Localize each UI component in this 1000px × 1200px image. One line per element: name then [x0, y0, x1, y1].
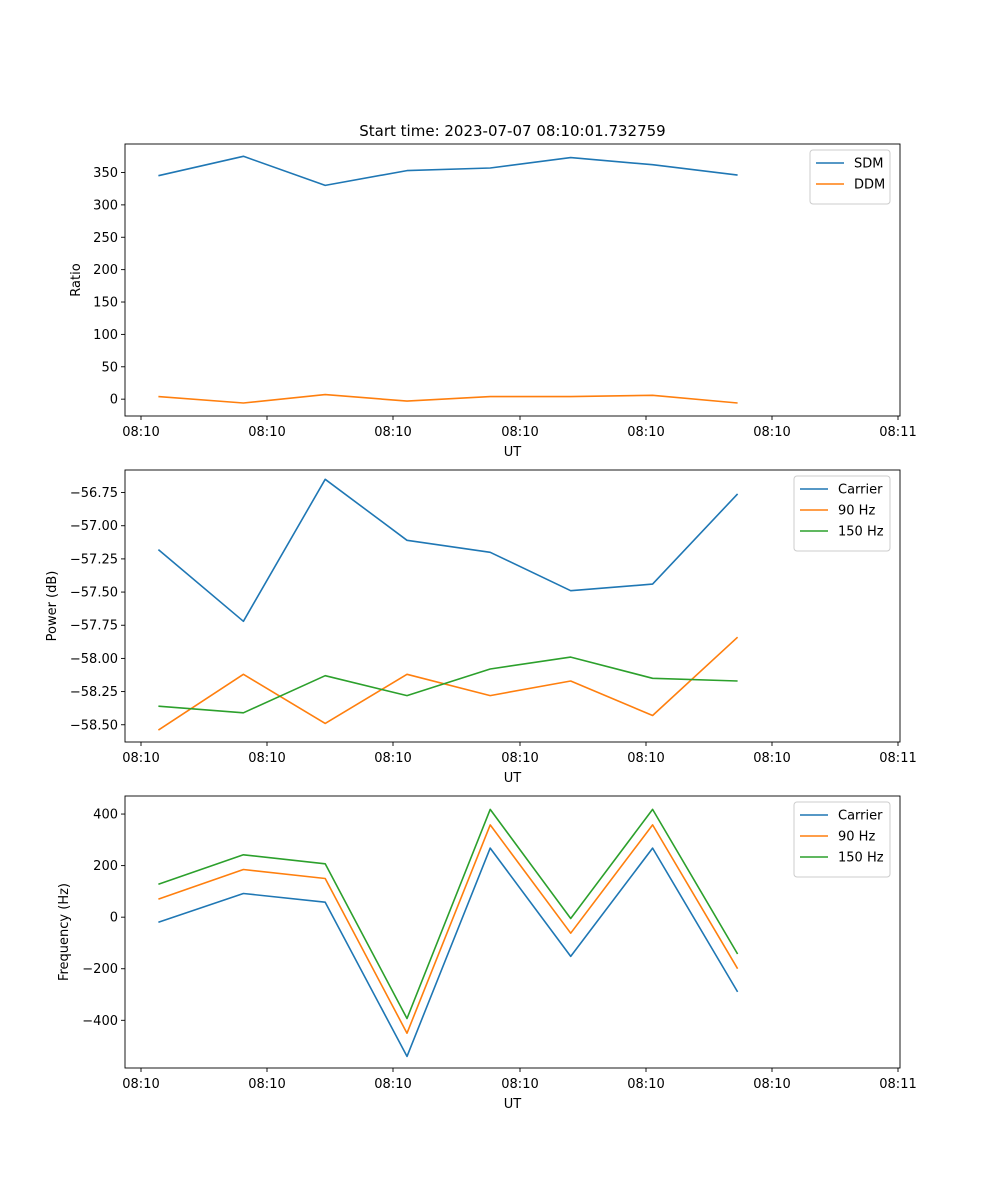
x-axis-label: UT: [504, 771, 522, 786]
x-tick-label: 08:10: [374, 1077, 411, 1092]
x-tick-label: 08:10: [122, 751, 159, 766]
series-line-sdm: [158, 155, 738, 187]
legend-label: 150 Hz: [838, 525, 884, 540]
x-tick-label: 08:10: [374, 425, 411, 440]
y-tick-label: −57.25: [70, 552, 118, 567]
series-line-carrier: [158, 847, 739, 1058]
y-tick-label: 200: [93, 263, 118, 278]
x-tick-label: 08:11: [879, 1077, 916, 1092]
axes-frame: [124, 143, 901, 417]
y-tick-label: 100: [93, 328, 118, 343]
x-axis-label: UT: [504, 445, 522, 460]
x-tick-label: 08:10: [753, 1077, 790, 1092]
y-tick-label: 200: [93, 859, 118, 874]
x-tick-label: 08:10: [627, 751, 664, 766]
y-tick-label: 0: [110, 393, 118, 408]
series-line-carrier: [157, 478, 739, 623]
y-tick-label: −400: [82, 1014, 118, 1029]
y-axis-label: Power (dB): [45, 571, 60, 642]
legend-label: 90 Hz: [838, 830, 875, 845]
x-tick-label: 08:10: [248, 1077, 285, 1092]
legend: Carrier 90 Hz 150 Hz: [793, 475, 891, 552]
legend-label: DDM: [854, 178, 885, 193]
x-tick-label: 08:10: [122, 1077, 159, 1092]
legend-label: 90 Hz: [838, 504, 875, 519]
y-tick-label: 300: [93, 198, 118, 213]
legend: Carrier 90 Hz 150 Hz: [793, 801, 891, 878]
series-line-150-hz: [158, 656, 738, 714]
y-tick-label: −200: [82, 962, 118, 977]
y-tick-label: −58.50: [70, 718, 118, 733]
x-tick-label: 08:11: [879, 425, 916, 440]
series-line-ddm: [158, 393, 738, 404]
series-line-90-hz: [157, 636, 739, 731]
y-axis-label: Frequency (Hz): [57, 883, 72, 981]
charts: 08:10 08:10 08:10 08:10 08:10 08:10 08:11 0 50 10…: [45, 143, 917, 1112]
x-axis-label: UT: [504, 1097, 522, 1112]
y-tick-label: −57.50: [70, 586, 118, 601]
y-tick-label: −58.25: [70, 685, 118, 700]
series-line-90-hz: [158, 824, 739, 1034]
y-tick-label: 150: [93, 296, 118, 311]
legend-label: Carrier: [838, 483, 883, 498]
axes-frame: [124, 469, 901, 743]
legend: SDM DDM: [809, 149, 891, 205]
y-tick-label: −56.75: [70, 486, 118, 501]
legend-box: [793, 801, 891, 878]
axes-frame: [124, 795, 901, 1069]
legend-label: Carrier: [838, 809, 883, 824]
chart-panel-2: 08:10 08:10 08:10 08:10 08:10 08:10 08:11 −58.5…: [45, 469, 917, 786]
y-tick-label: −57.00: [70, 519, 118, 534]
series-line-150-hz: [158, 808, 739, 1020]
y-tick-label: 50: [101, 360, 118, 375]
y-axis-label: Ratio: [69, 263, 84, 296]
x-tick-label: 08:10: [753, 751, 790, 766]
x-tick-label: 08:10: [248, 425, 285, 440]
x-tick-label: 08:10: [753, 425, 790, 440]
y-tick-label: 250: [93, 231, 118, 246]
legend-box: [793, 475, 891, 552]
y-tick-label: 350: [93, 166, 118, 181]
figure-title: Start time: 2023-07-07 08:10:01.732759: [359, 122, 665, 140]
legend-label: SDM: [854, 157, 883, 172]
y-tick-label: 400: [93, 808, 118, 823]
x-tick-label: 08:10: [501, 1077, 538, 1092]
y-tick-label: 0: [110, 911, 118, 926]
chart-panel-3: 08:10 08:10 08:10 08:10 08:10 08:10 08:11 −400 −…: [57, 795, 917, 1112]
legend-label: 150 Hz: [838, 851, 884, 866]
x-tick-label: 08:11: [879, 751, 916, 766]
x-tick-label: 08:10: [627, 425, 664, 440]
y-tick-label: −57.75: [70, 619, 118, 634]
x-tick-label: 08:10: [627, 1077, 664, 1092]
x-tick-label: 08:10: [248, 751, 285, 766]
x-tick-label: 08:10: [122, 425, 159, 440]
x-tick-label: 08:10: [501, 425, 538, 440]
x-tick-label: 08:10: [374, 751, 411, 766]
chart-panel-1: 08:10 08:10 08:10 08:10 08:10 08:10 08:11 0 50 10…: [69, 143, 917, 460]
y-tick-label: −58.00: [70, 652, 118, 667]
x-tick-label: 08:10: [501, 751, 538, 766]
